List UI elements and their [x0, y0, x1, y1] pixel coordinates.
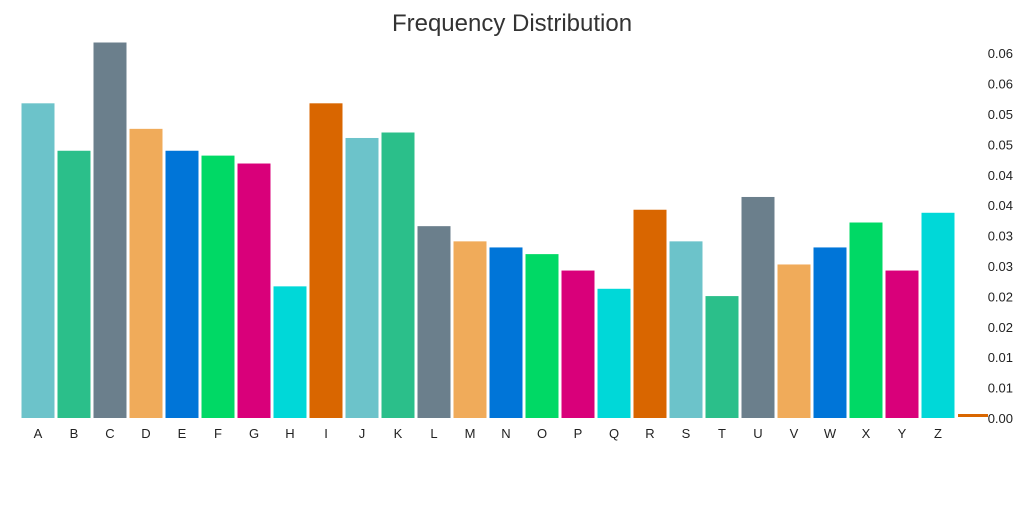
- bar-W: [813, 248, 847, 418]
- bar-cap-Y: [885, 270, 919, 274]
- baseline-marker: [958, 414, 988, 417]
- x-tick-label-I: I: [324, 426, 328, 441]
- bar-O: [525, 255, 559, 418]
- x-tick-label-U: U: [753, 426, 762, 441]
- bar-cap-B: [57, 150, 91, 154]
- y-tick-label: 0.00: [988, 411, 1013, 426]
- bar-cap-U: [741, 196, 775, 200]
- y-tick-label: 0.04: [988, 198, 1013, 213]
- bar-D: [129, 130, 163, 418]
- y-tick-label: 0.03: [988, 229, 1013, 244]
- bar-cap-Q: [597, 288, 631, 292]
- x-tick-label-L: L: [430, 426, 437, 441]
- bar-X: [849, 224, 883, 418]
- y-tick-label: 0.06: [988, 46, 1013, 61]
- bar-L: [417, 227, 451, 418]
- x-axis-labels: A B C D E F G H I J K L M N O P Q R S T U V W X Y Z: [34, 426, 942, 441]
- bar-Q: [597, 290, 631, 418]
- bar-C: [93, 44, 127, 418]
- chart-title: Frequency Distribution: [391, 10, 633, 37]
- x-tick-label-W: W: [824, 426, 837, 441]
- x-tick-label-J: J: [359, 426, 366, 441]
- x-tick-label-Z: Z: [934, 426, 942, 441]
- x-tick-label-G: G: [249, 426, 259, 441]
- bar-K: [381, 134, 415, 418]
- x-tick-label-B: B: [70, 426, 79, 441]
- bar-cap-E: [165, 150, 199, 154]
- y-tick-label: 0.05: [988, 137, 1013, 152]
- bar-I: [309, 104, 343, 418]
- y-tick-label: 0.02: [988, 289, 1013, 304]
- bar-cap-O: [525, 254, 559, 258]
- bar-cap-I: [309, 103, 343, 107]
- x-tick-label-F: F: [214, 426, 222, 441]
- bars-layer: [21, 42, 955, 419]
- bar-cap-W: [813, 247, 847, 251]
- x-tick-label-X: X: [862, 426, 871, 441]
- bar-cap-F: [201, 155, 235, 159]
- bar-P: [561, 272, 595, 418]
- bar-N: [489, 248, 523, 418]
- bar-cap-Z: [921, 212, 955, 216]
- bar-cap-S: [669, 241, 703, 245]
- bar-cap-L: [417, 226, 451, 230]
- x-tick-label-Y: Y: [898, 426, 907, 441]
- x-tick-label-O: O: [537, 426, 547, 441]
- x-tick-label-N: N: [501, 426, 510, 441]
- bar-Y: [885, 272, 919, 418]
- x-tick-label-V: V: [790, 426, 799, 441]
- x-tick-label-M: M: [465, 426, 476, 441]
- y-tick-label: 0.05: [988, 107, 1013, 122]
- bar-cap-C: [93, 42, 127, 46]
- bar-J: [345, 139, 379, 419]
- bar-B: [57, 152, 91, 418]
- bar-Z: [921, 214, 955, 418]
- x-tick-label-D: D: [141, 426, 150, 441]
- y-tick-label: 0.04: [988, 168, 1013, 183]
- bar-cap-X: [849, 222, 883, 226]
- bar-M: [453, 242, 487, 418]
- y-axis-labels: 0.00 0.01 0.01 0.02 0.02 0.03 0.03 0.04 0.04 0.05…: [988, 46, 1013, 426]
- bar-G: [237, 165, 271, 418]
- bar-cap-D: [129, 128, 163, 132]
- y-tick-label: 0.06: [988, 77, 1013, 92]
- x-tick-label-C: C: [105, 426, 114, 441]
- y-tick-label: 0.03: [988, 259, 1013, 274]
- bar-S: [669, 242, 703, 418]
- x-tick-label-H: H: [285, 426, 294, 441]
- bar-T: [705, 297, 739, 418]
- y-tick-label: 0.02: [988, 320, 1013, 335]
- bar-cap-N: [489, 247, 523, 251]
- bar-cap-V: [777, 264, 811, 268]
- bar-E: [165, 152, 199, 418]
- x-tick-label-A: A: [34, 426, 43, 441]
- bar-cap-J: [345, 137, 379, 141]
- x-tick-label-T: T: [718, 426, 726, 441]
- bar-cap-T: [705, 296, 739, 300]
- bar-cap-A: [21, 103, 55, 107]
- y-tick-label: 0.01: [988, 381, 1013, 396]
- bar-cap-R: [633, 209, 667, 213]
- bar-cap-M: [453, 241, 487, 245]
- bar-V: [777, 265, 811, 418]
- x-tick-label-E: E: [178, 426, 187, 441]
- y-tick-label: 0.01: [988, 350, 1013, 365]
- bar-H: [273, 287, 307, 418]
- x-tick-label-S: S: [682, 426, 691, 441]
- bar-A: [21, 104, 55, 418]
- bar-cap-H: [273, 286, 307, 290]
- x-tick-label-Q: Q: [609, 426, 619, 441]
- bar-U: [741, 198, 775, 418]
- bar-cap-K: [381, 132, 415, 136]
- bar-cap-G: [237, 163, 271, 167]
- bar-F: [201, 157, 235, 419]
- bar-cap-P: [561, 270, 595, 274]
- x-tick-label-P: P: [574, 426, 583, 441]
- x-tick-label-K: K: [394, 426, 403, 441]
- bar-R: [633, 211, 667, 418]
- x-tick-label-R: R: [645, 426, 654, 441]
